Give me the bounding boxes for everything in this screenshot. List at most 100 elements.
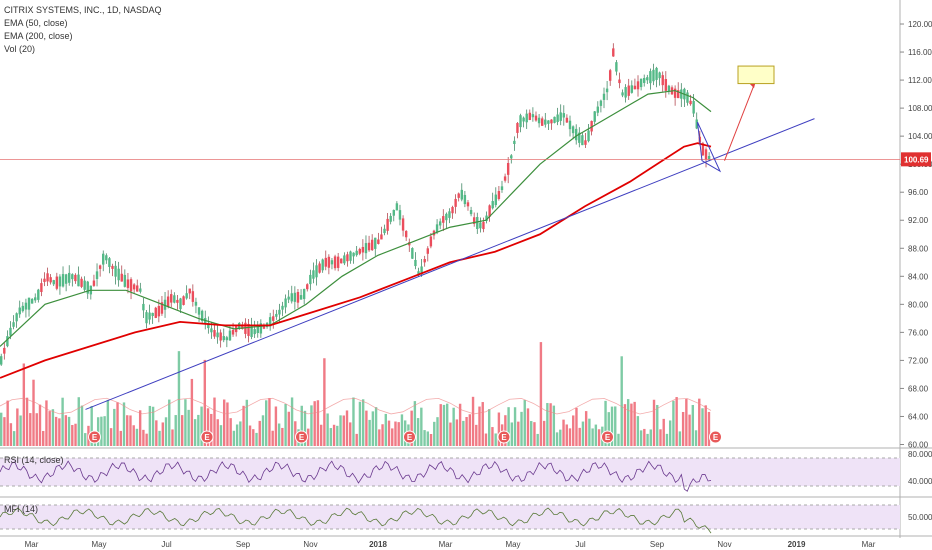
candle-body-62 (191, 291, 195, 302)
candle-body-22 (68, 272, 71, 283)
volume-bar-200 (646, 433, 649, 446)
volume-bar-107 (345, 410, 349, 446)
earnings-marker-label-2: E (299, 433, 305, 442)
candle-body-190 (587, 130, 590, 142)
candle-body-25 (77, 274, 80, 287)
candle-body-85 (262, 324, 266, 329)
candle-body-218 (673, 88, 677, 98)
candle-body-59 (182, 296, 185, 305)
x-tick-label-3: Sep (236, 540, 251, 549)
volume-bar-56 (180, 415, 184, 446)
volume-bar-123 (397, 422, 400, 446)
volume-bar-216 (698, 398, 701, 446)
volume-bar-146 (471, 396, 475, 446)
volume-bar-204 (659, 429, 662, 446)
candle-body-65 (200, 310, 204, 322)
candle-body-180 (556, 114, 559, 123)
volume-bar-173 (559, 429, 562, 446)
volume-bar-82 (265, 400, 268, 446)
volume-bar-78 (252, 429, 255, 446)
candle-body-211 (652, 69, 655, 82)
candle-body-12 (37, 289, 40, 300)
candle-body-34 (105, 255, 108, 261)
candle-body-3 (9, 327, 12, 336)
volume-bar-98 (316, 400, 320, 446)
volume-bar-102 (329, 428, 333, 446)
volume-bar-90 (290, 397, 294, 446)
volume-bar-113 (365, 410, 368, 446)
y-tick-label-3: 108.00 (908, 104, 932, 113)
volume-bar-6 (19, 415, 22, 446)
volume-bar-165 (533, 422, 536, 446)
volume-bar-10 (32, 379, 35, 446)
candle-body-186 (574, 128, 578, 141)
candle-body-145 (448, 211, 451, 218)
volume-bar-207 (668, 420, 672, 446)
candle-body-57 (176, 299, 179, 303)
y-tick-label-15: 60.00 (908, 440, 929, 449)
volume-bar-134 (433, 421, 436, 446)
volume-bar-74 (239, 421, 242, 446)
volume-bar-188 (607, 412, 610, 446)
y-tick-label-6: 96.00 (908, 188, 929, 197)
candle-body-68 (210, 328, 213, 333)
volume-bar-72 (232, 430, 236, 446)
candle-body-141 (435, 224, 439, 233)
volume-bar-133 (429, 433, 433, 446)
volume-bar-114 (368, 419, 371, 446)
volume-bar-34 (109, 428, 113, 446)
volume-bar-69 (222, 399, 226, 446)
volume-bar-45 (145, 433, 148, 446)
candle-body-89 (275, 313, 278, 317)
earnings-marker-label-6: E (713, 433, 719, 442)
candle-body-177 (547, 120, 550, 124)
volume-bar-152 (491, 427, 494, 446)
earnings-marker-0 (88, 430, 101, 444)
candle-body-69 (213, 330, 216, 337)
candle-body-200 (618, 79, 621, 84)
volume-bar-187 (604, 400, 607, 446)
volume-bar-202 (652, 399, 656, 446)
candle-body-206 (636, 81, 640, 90)
candle-body-127 (392, 210, 395, 216)
candle-body-108 (333, 256, 337, 269)
earnings-marker-label-4: E (501, 433, 507, 442)
candle-body-195 (602, 93, 606, 100)
candle-body-131 (404, 231, 408, 238)
earnings-marker-5 (601, 430, 614, 444)
candle-body-28 (86, 281, 89, 294)
candle-body-4 (12, 322, 15, 327)
candle-body-21 (64, 274, 68, 284)
candle-body-192 (593, 111, 596, 122)
volume-bar-37 (119, 430, 122, 446)
volume-bar-210 (678, 431, 682, 446)
candle-body-194 (599, 100, 603, 106)
volume-bar-135 (436, 417, 439, 446)
volume-bar-179 (578, 427, 581, 446)
candle-body-35 (108, 258, 111, 267)
candle-body-202 (624, 87, 627, 98)
last-price-label: 100.69 (904, 155, 929, 164)
mfi-band (0, 505, 900, 529)
candle-body-118 (364, 243, 368, 254)
y-tick-label-9: 84.00 (908, 272, 929, 281)
volume-bar-15 (48, 411, 51, 446)
candle-body-55 (170, 294, 173, 303)
volume-bar-121 (391, 428, 394, 446)
candle-body-56 (173, 295, 176, 303)
candle-body-135 (417, 271, 420, 275)
candle-body-183 (565, 117, 569, 123)
volume-bar-145 (468, 414, 472, 446)
volume-bar-151 (488, 409, 491, 446)
candle-body-193 (596, 106, 600, 113)
candle-body-159 (491, 201, 494, 209)
volume-bar-195 (630, 403, 633, 446)
candle-body-210 (649, 71, 652, 84)
volume-bar-175 (565, 424, 568, 446)
volume-ma-line (0, 397, 712, 415)
x-tick-label-12: Mar (862, 540, 876, 549)
volume-bar-169 (546, 403, 549, 446)
volume-bar-183 (591, 428, 594, 446)
candle-body-151 (466, 202, 470, 207)
